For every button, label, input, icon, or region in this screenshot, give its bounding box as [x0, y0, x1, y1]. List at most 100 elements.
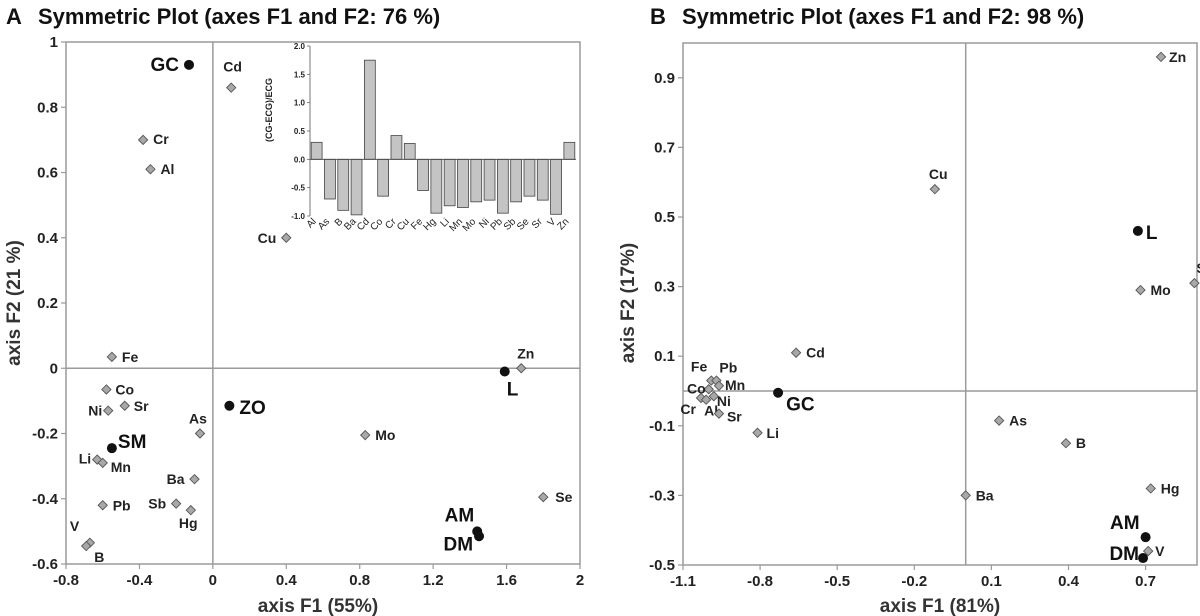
y-tick-label: 1 [50, 34, 58, 51]
x-tick-label: 0.4 [1058, 573, 1080, 590]
y-tick-label: -0.3 [649, 487, 675, 504]
y-tick-label: 0.2 [37, 295, 58, 312]
inset-y-tick-label: -1.0 [291, 212, 305, 221]
variable-label-fe: Fe [691, 359, 708, 375]
variable-label-cd: Cd [223, 59, 242, 75]
variable-point-li [752, 427, 763, 438]
variable-label-hg: Hg [1161, 480, 1180, 496]
inset-bar-cu [403, 143, 416, 160]
variable-label-fe: Fe [122, 349, 139, 365]
observation-label-gc: GC [786, 395, 815, 416]
x-tick-label: 1.6 [496, 572, 517, 589]
x-tick-label: 1.2 [423, 572, 444, 589]
variable-label-mn: Mn [725, 377, 745, 393]
x-tick-label: 0.8 [349, 572, 370, 589]
observation-label-l: L [507, 380, 519, 401]
observation-point-dm [474, 531, 485, 542]
variable-point-al [700, 394, 712, 405]
observation-point-l [499, 366, 510, 377]
observation-point-zo [224, 400, 235, 411]
variable-label-co: Co [115, 381, 134, 397]
x-tick-label: 2 [576, 572, 584, 589]
observation-point-l [1132, 225, 1143, 236]
x-tick-label: 0 [209, 572, 217, 589]
variable-point-se [538, 491, 549, 503]
variable-point-zn [516, 363, 527, 374]
inset-category-label-hg: Hg [422, 216, 439, 233]
variable-point-se [1189, 277, 1200, 289]
variable-point-co [101, 384, 112, 395]
panel-b-zero-lines [683, 43, 1197, 565]
y-tick-label: 0.1 [654, 348, 675, 365]
variable-label-sr: Sr [727, 409, 742, 425]
observation-label-dm: DM [1109, 544, 1139, 565]
panel-b-title: Symmetric Plot (axes F1 and F2: 98 %) [682, 4, 1084, 29]
variable-label-ni: Ni [88, 403, 102, 419]
panel-a-y-axis-label: axis F2 (21 %) [4, 240, 25, 366]
observation-point-dm [1138, 553, 1149, 564]
observation-point-sm [106, 443, 117, 454]
inset-y-tick-label: 0.5 [294, 127, 306, 136]
observation-label-l: L [1146, 223, 1158, 244]
panel-a-x-axis-label: axis F1 (55%) [258, 596, 378, 616]
panel-a-zero-lines [66, 42, 580, 564]
variable-point-ni [102, 405, 114, 416]
variable-point-as [194, 428, 206, 439]
y-tick-label: 0 [50, 360, 58, 377]
panel-b-y-ticks: -0.5 -0.3 -0.1 0.1 0.3 0.5 0.7 0.9 [649, 70, 683, 574]
observation-label-gc: GC [150, 55, 179, 76]
variable-label-ba: Ba [167, 471, 185, 487]
variable-point-mn [713, 380, 725, 392]
variable-label-ni: Ni [717, 393, 731, 409]
y-tick-label: 0.8 [37, 99, 58, 116]
variable-label-ba: Ba [976, 487, 994, 503]
y-tick-label: 0.6 [37, 165, 58, 182]
inset-bar-mn [457, 158, 469, 208]
panel-b-x-ticks: -1.1 -0.8 -0.5 -0.2 0.1 0.4 0.7 [670, 565, 1156, 590]
inset-bar-fe [417, 158, 429, 191]
observation-label-zo: ZO [239, 398, 265, 419]
panel-b-x-axis-label: axis F1 (81%) [880, 596, 1000, 616]
inset-bar-mo [470, 158, 483, 203]
variable-point-zn [1155, 51, 1167, 63]
variable-label-li: Li [79, 451, 91, 467]
x-tick-label: -0.5 [824, 573, 850, 590]
observation-label-dm: DM [443, 534, 473, 555]
panel-a-x-ticks: -0.8 -0.4 0 0.4 0.8 1.2 1.6 2 [53, 564, 584, 589]
x-tick-label: -0.8 [53, 572, 79, 589]
variable-point-hg [185, 504, 197, 516]
y-tick-label: 0.3 [654, 279, 675, 296]
variable-point-ba [960, 490, 971, 501]
variable-label-cd: Cd [806, 345, 825, 361]
variable-label-sb: Sb [148, 496, 166, 512]
panel-a: A Symmetric Plot (axes F1 and F2: 76 %) … [4, 4, 584, 616]
panel-a-inset-bar-chart: (CG-ECG)/ECG -1.0-0.50.00.51.01.52.0AlAs… [264, 42, 576, 234]
observation-point-gc [773, 387, 784, 398]
inset-bar-v [550, 158, 562, 215]
inset-bar-li [443, 158, 456, 207]
y-tick-label: -0.5 [649, 557, 675, 574]
variable-label-al: Al [704, 403, 718, 419]
observation-point-gc [183, 59, 194, 70]
inset-category-label-as: As [316, 216, 332, 232]
y-tick-label: -0.6 [32, 556, 58, 573]
inset-bar-se [523, 158, 536, 197]
variable-label-cu: Cu [258, 230, 277, 246]
x-tick-label: -0.4 [126, 572, 153, 589]
variable-point-mo [359, 429, 371, 441]
variable-point-as [993, 415, 1005, 426]
variable-point-al [145, 164, 156, 175]
variable-point-mo [1135, 284, 1146, 296]
variable-label-se: Se [555, 489, 572, 505]
panel-a-letter: A [6, 4, 22, 29]
inset-category-label-zn: Zn [555, 216, 571, 232]
variable-label-zn: Zn [1169, 49, 1186, 65]
panel-b: B Symmetric Plot (axes F1 and F2: 98 %) … [618, 4, 1200, 616]
variable-label-cu: Cu [929, 166, 948, 182]
variable-label-mo: Mo [1150, 282, 1170, 298]
inset-category-label-se: Se [515, 216, 532, 233]
variable-label-b: B [94, 549, 104, 565]
variable-label-sr: Sr [134, 398, 149, 414]
inset-bar-ba [350, 158, 363, 216]
